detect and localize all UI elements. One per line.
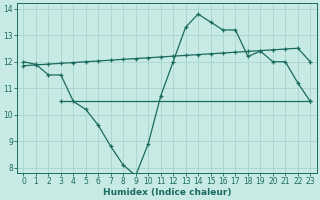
X-axis label: Humidex (Indice chaleur): Humidex (Indice chaleur) [103,188,231,197]
